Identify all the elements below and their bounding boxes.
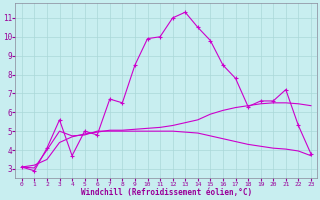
X-axis label: Windchill (Refroidissement éolien,°C): Windchill (Refroidissement éolien,°C)	[81, 188, 252, 197]
